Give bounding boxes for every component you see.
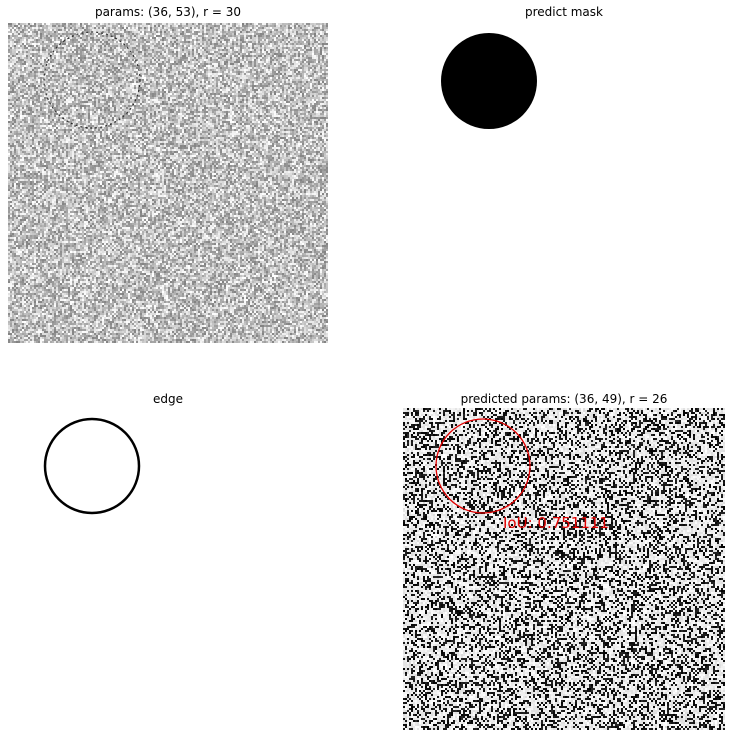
panel-title-predict-mask: predict mask	[525, 5, 603, 19]
edge-circle	[43, 417, 141, 515]
panel-title-predicted-params: predicted params: (36, 49), r = 26	[460, 392, 668, 406]
prediction-overlay	[435, 418, 531, 514]
faint-circle-trace	[43, 31, 141, 129]
panel-title-params: params: (36, 53), r = 30	[94, 5, 242, 19]
edge-panel	[43, 417, 141, 515]
predicted-overlay-image	[403, 408, 725, 730]
mask-disc	[441, 33, 537, 129]
noisy-input-image	[8, 23, 328, 343]
predict-mask-panel	[441, 33, 537, 129]
predicted-circle	[435, 418, 531, 514]
panel-title-edge: edge	[153, 392, 183, 406]
iou-label: IoU: 0.751111	[503, 514, 609, 532]
